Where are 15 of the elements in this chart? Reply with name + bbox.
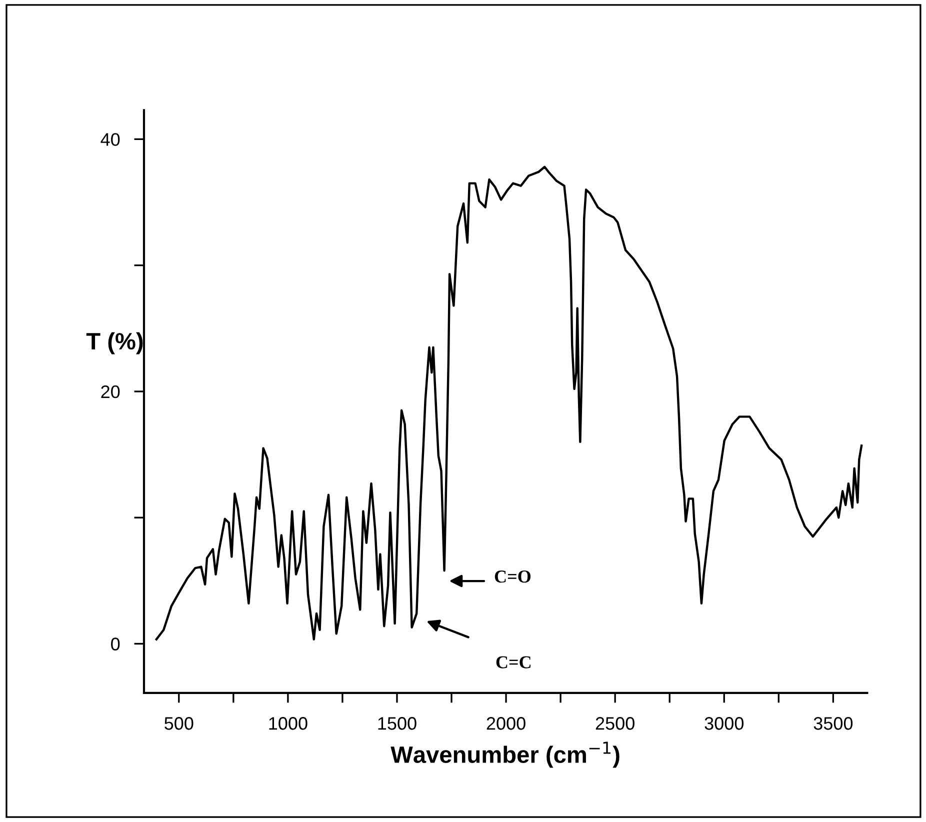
- y-axis-title: T (%): [86, 332, 143, 354]
- x-tick-label: 1500: [378, 717, 416, 730]
- line-series: [155, 166, 863, 640]
- x-tick-label: 2500: [596, 717, 634, 730]
- x-tick-label: 3000: [704, 717, 744, 730]
- y-tick-label: 0: [111, 638, 120, 650]
- x-tick-label: 3500: [814, 717, 853, 730]
- annotation: C=C: [496, 656, 530, 668]
- x-tick-label: 2000: [486, 717, 526, 730]
- x-tick-label: 1000: [269, 717, 308, 730]
- y-tick-label: 40: [100, 133, 120, 146]
- x-axis-title: Wavenumber (cm$^{−1}$): [390, 742, 620, 768]
- annotation: C=O: [494, 570, 531, 583]
- x-tick-label: 500: [164, 717, 194, 730]
- y-tick-label: 20: [101, 385, 120, 398]
